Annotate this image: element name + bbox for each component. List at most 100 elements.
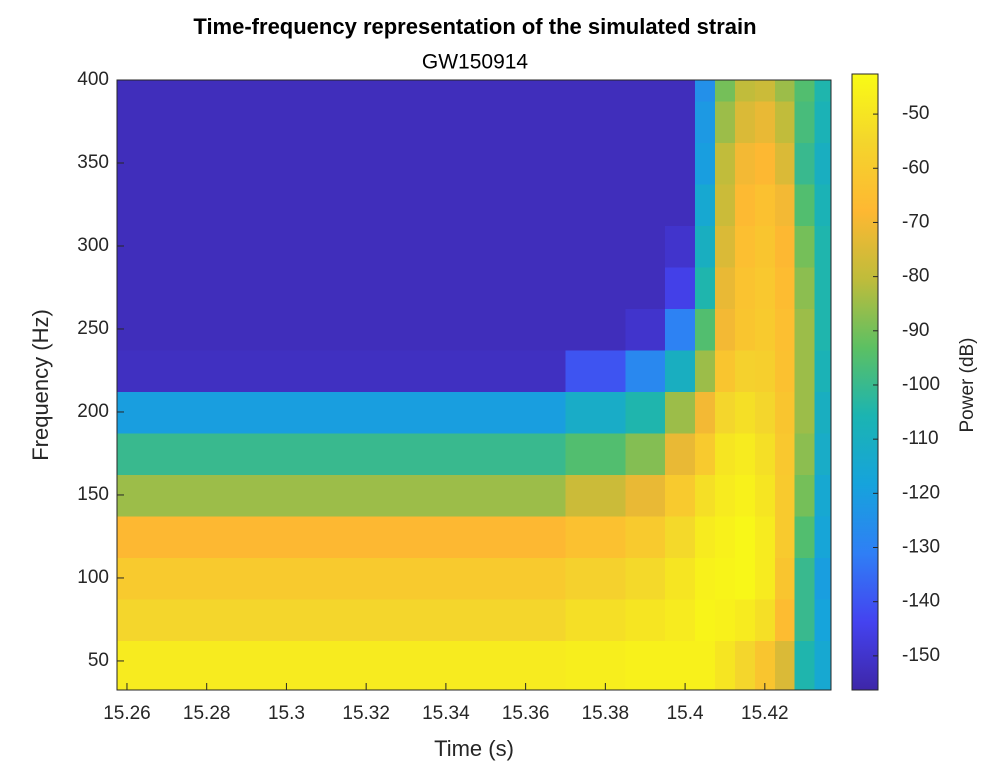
colorbar-tick-label: -100 xyxy=(902,374,940,395)
heatmap-cell xyxy=(117,349,168,392)
x-tick-label: 15.34 xyxy=(422,703,470,724)
heatmap-cell xyxy=(665,432,696,475)
heatmap-cell xyxy=(406,432,487,475)
heatmap-cell xyxy=(754,183,776,226)
chart-title: Time-frequency representation of the sim… xyxy=(193,14,756,39)
heatmap-cell xyxy=(714,183,736,226)
heatmap-cell xyxy=(625,474,666,517)
heatmap-cell xyxy=(754,349,776,392)
y-tick-label: 150 xyxy=(77,484,109,505)
heatmap-cell xyxy=(754,640,776,691)
heatmap-cell xyxy=(485,515,567,558)
heatmap-cell xyxy=(714,100,736,143)
heatmap-cell xyxy=(734,225,756,268)
heatmap-cell xyxy=(625,515,666,558)
heatmap-cell xyxy=(117,557,168,600)
heatmap-cell xyxy=(695,515,716,558)
heatmap-cell xyxy=(774,432,796,475)
heatmap-cell xyxy=(326,598,407,641)
heatmap-cell xyxy=(814,80,832,102)
heatmap-cell xyxy=(774,349,796,392)
heatmap-cell xyxy=(754,80,776,102)
heatmap-cell xyxy=(754,474,776,517)
heatmap-cell xyxy=(565,391,626,434)
heatmap-cell xyxy=(166,266,248,309)
y-tick-label: 350 xyxy=(77,152,109,173)
heatmap-cell xyxy=(665,142,696,185)
heatmap-cell xyxy=(695,474,716,517)
y-tick-label: 200 xyxy=(77,401,109,422)
heatmap-cell xyxy=(794,183,816,226)
heatmap-cell xyxy=(774,183,796,226)
heatmap-cell xyxy=(117,391,168,434)
heatmap-cell xyxy=(774,640,796,691)
heatmap-cell xyxy=(565,225,626,268)
heatmap-cell xyxy=(774,474,796,517)
heatmap-cell xyxy=(485,640,567,691)
heatmap-cell xyxy=(665,183,696,226)
heatmap-cell xyxy=(794,515,816,558)
heatmap-cell xyxy=(814,100,832,143)
heatmap-cell xyxy=(485,183,567,226)
heatmap-cell xyxy=(814,474,832,517)
heatmap-cell xyxy=(406,515,487,558)
heatmap-cell xyxy=(814,266,832,309)
heatmap-cell xyxy=(166,515,248,558)
plot-frame xyxy=(116,79,832,691)
heatmap-cell xyxy=(625,640,666,691)
colorbar-tick-label: -140 xyxy=(902,591,940,612)
y-tick-label: 50 xyxy=(88,650,109,671)
heatmap-cell xyxy=(794,225,816,268)
heatmap-cell xyxy=(326,515,407,558)
heatmap-cell xyxy=(714,349,736,392)
heatmap-cell xyxy=(734,391,756,434)
heatmap-cell xyxy=(794,640,816,691)
x-tick-label: 15.32 xyxy=(342,703,390,724)
heatmap-cell xyxy=(814,225,832,268)
heatmap-cell xyxy=(774,308,796,351)
heatmap-cell xyxy=(565,557,626,600)
heatmap-cell xyxy=(565,266,626,309)
heatmap-cell xyxy=(695,349,716,392)
heatmap-cell xyxy=(754,391,776,434)
heatmap-cell xyxy=(695,266,716,309)
heatmap-cell xyxy=(774,598,796,641)
heatmap-cell xyxy=(406,557,487,600)
heatmap-cell xyxy=(246,100,327,143)
heatmap-cell xyxy=(754,266,776,309)
heatmap-cell xyxy=(117,640,168,691)
heatmap-cell xyxy=(326,474,407,517)
heatmap-cell xyxy=(625,142,666,185)
colorbar xyxy=(851,73,879,691)
heatmap-cell xyxy=(326,557,407,600)
heatmap-cell xyxy=(166,100,248,143)
heatmap-cell xyxy=(565,349,626,392)
heatmap-cell xyxy=(814,142,832,185)
heatmap-cell xyxy=(714,266,736,309)
heatmap-cell xyxy=(326,349,407,392)
heatmap-cell xyxy=(565,100,626,143)
heatmap-cell xyxy=(734,557,756,600)
heatmap-cell xyxy=(734,266,756,309)
heatmap-cell xyxy=(625,557,666,600)
chart-subtitle: GW150914 xyxy=(422,51,529,74)
heatmap-cell xyxy=(406,308,487,351)
heatmap-cell xyxy=(794,142,816,185)
heatmap-cell xyxy=(714,391,736,434)
x-tick-label: 15.42 xyxy=(741,703,789,724)
heatmap-cell xyxy=(734,474,756,517)
x-tick-label: 15.38 xyxy=(582,703,630,724)
heatmap-cell xyxy=(625,266,666,309)
heatmap-cell xyxy=(754,557,776,600)
heatmap-cell xyxy=(166,308,248,351)
heatmap-cell xyxy=(625,100,666,143)
x-tick-label: 15.28 xyxy=(183,703,231,724)
heatmap-cell xyxy=(246,557,327,600)
heatmap-cell xyxy=(794,474,816,517)
heatmap-cell xyxy=(406,80,487,102)
colorbar-tick-label: -70 xyxy=(902,211,929,232)
heatmap-cell xyxy=(794,598,816,641)
heatmap-cell xyxy=(246,391,327,434)
heatmap-cell xyxy=(166,474,248,517)
heatmap-cell xyxy=(246,640,327,691)
